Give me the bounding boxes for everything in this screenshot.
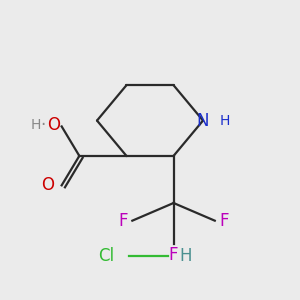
Text: Cl: Cl xyxy=(98,247,115,265)
Text: ·: · xyxy=(40,116,46,134)
Text: H: H xyxy=(220,114,230,128)
Text: H: H xyxy=(179,247,192,265)
Text: F: F xyxy=(219,212,229,230)
Text: O: O xyxy=(47,116,60,134)
Text: H: H xyxy=(31,118,41,132)
Text: F: F xyxy=(118,212,128,230)
Text: F: F xyxy=(169,246,178,264)
Text: O: O xyxy=(41,176,54,194)
Text: N: N xyxy=(197,112,209,130)
